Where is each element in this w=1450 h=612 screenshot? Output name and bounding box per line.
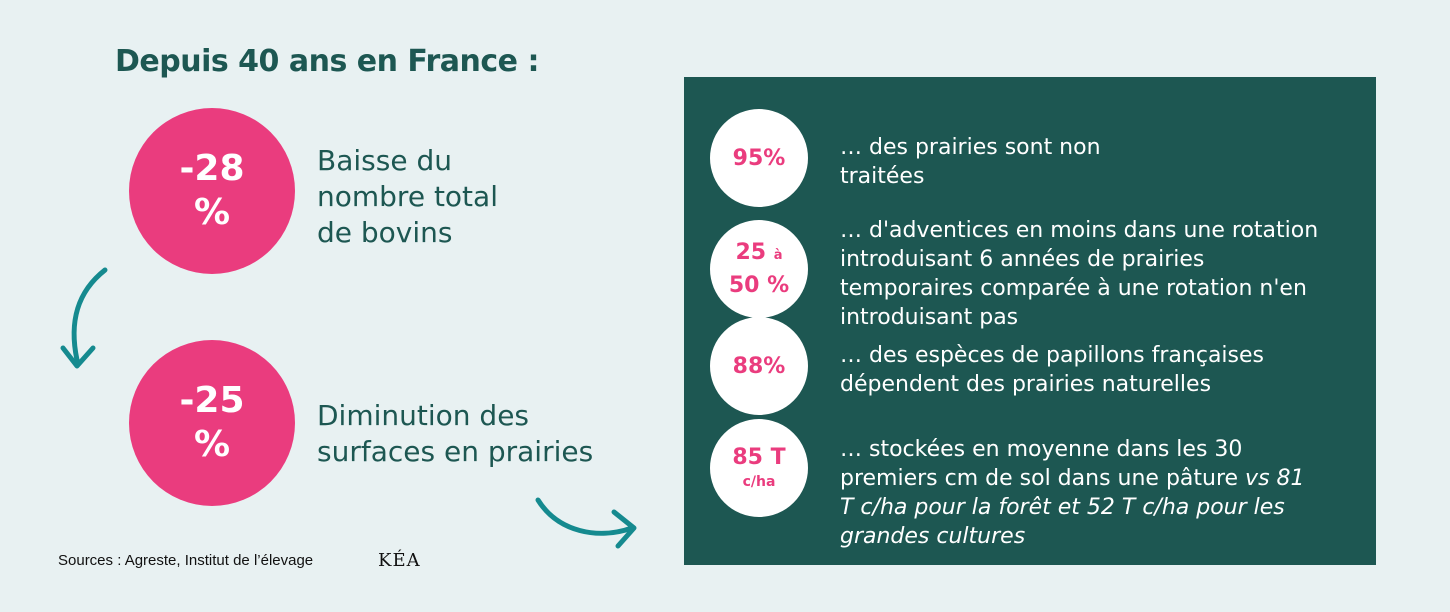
fact-text-line: … des prairies sont non xyxy=(840,135,1101,160)
stat-value: -28 xyxy=(179,148,245,189)
stat-text-line: Diminution des xyxy=(317,399,530,432)
fact-text-prairies-non-traitees: … des prairies sont non traitées xyxy=(840,133,1360,191)
fact-value: 50 % xyxy=(728,272,790,298)
fact-text-italic: T c/ha pour la forêt et 52 T c/ha pour l… xyxy=(840,495,1285,520)
fact-circle-25-50: 25 à 50 % xyxy=(710,220,808,318)
stat-unit: % xyxy=(193,192,231,233)
fact-text-line: dépendent des prairies naturelles xyxy=(840,372,1212,397)
curved-arrow-down-icon xyxy=(60,267,108,369)
fact-text-italic: vs 81 xyxy=(1245,466,1305,491)
fact-text-adventices: … d'adventices en moins dans une rotatio… xyxy=(840,216,1360,332)
stat-text-line: surfaces en prairies xyxy=(317,435,594,468)
fact-value: 85 T xyxy=(732,445,786,470)
fact-circle-85: 85 T c/ha xyxy=(710,419,808,517)
fact-text-line: introduisant 6 années de prairies xyxy=(840,247,1205,272)
stat-circle-bovins: -28 % xyxy=(129,108,295,274)
stat-text-line: nombre total xyxy=(317,180,498,213)
fact-text-papillons: … des espèces de papillons françaises dé… xyxy=(840,341,1360,399)
fact-text-italic: grandes cultures xyxy=(840,524,1026,549)
stat-value: -25 xyxy=(179,380,245,421)
fact-value-connector: à xyxy=(773,247,783,263)
sources-note: Sources : Agreste, Institut de l’élevage xyxy=(58,552,314,569)
fact-circle-88: 88% xyxy=(710,317,808,415)
stat-description-bovins: Baisse du nombre total de bovins xyxy=(317,143,498,251)
fact-text-line: T c/ha pour la forêt et 52 T c/ha pour l… xyxy=(840,493,1360,522)
fact-text-line: premiers cm de sol dans une pâture vs 81 xyxy=(840,464,1360,493)
fact-text-line: … stockées en moyenne dans les 30 xyxy=(840,437,1243,462)
stat-text-line: Baisse du xyxy=(317,144,452,177)
fact-value: 88% xyxy=(732,353,786,379)
fact-value: 25 xyxy=(735,239,767,265)
fact-unit: c/ha xyxy=(742,474,776,490)
fact-text-line: … des espèces de papillons françaises xyxy=(840,343,1264,368)
stat-unit: % xyxy=(193,424,231,465)
curved-arrow-right-icon xyxy=(535,497,637,549)
kea-logo: KÉA xyxy=(378,550,421,571)
stat-circle-prairies: -25 % xyxy=(129,340,295,506)
fact-text-line: grandes cultures xyxy=(840,522,1360,551)
fact-text-line: traitées xyxy=(840,164,925,189)
page-title: Depuis 40 ans en France : xyxy=(115,44,539,79)
fact-text-line: … d'adventices en moins dans une rotatio… xyxy=(840,218,1319,243)
fact-text-stockage-carbone: … stockées en moyenne dans les 30 premie… xyxy=(840,435,1360,551)
fact-text-plain: premiers cm de sol dans une pâture xyxy=(840,466,1246,491)
fact-text-line: temporaires comparée à une rotation n'en xyxy=(840,276,1307,301)
stat-text-line: de bovins xyxy=(317,216,453,249)
fact-circle-95: 95% xyxy=(710,109,808,207)
fact-value: 95% xyxy=(732,145,786,171)
fact-text-line: introduisant pas xyxy=(840,305,1019,330)
facts-panel: 95% … des prairies sont non traitées 25 … xyxy=(684,77,1376,565)
stat-description-prairies: Diminution des surfaces en prairies xyxy=(317,398,593,470)
